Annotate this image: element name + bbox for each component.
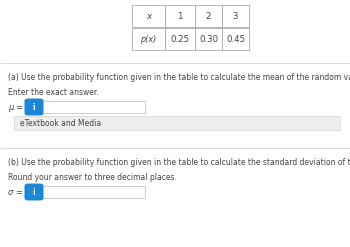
Text: i: i bbox=[33, 187, 35, 197]
Text: μ =: μ = bbox=[8, 103, 26, 112]
FancyBboxPatch shape bbox=[25, 184, 43, 201]
Bar bbox=[165, 5, 195, 27]
Text: Enter the exact answer.: Enter the exact answer. bbox=[8, 88, 99, 97]
Bar bbox=[41, 186, 145, 198]
Text: 2: 2 bbox=[206, 12, 211, 21]
Bar bbox=[132, 5, 165, 27]
Text: (a) Use the probability function given in the table to calculate the mean of the: (a) Use the probability function given i… bbox=[8, 73, 350, 82]
Text: i: i bbox=[33, 103, 35, 111]
Text: σ =: σ = bbox=[8, 188, 26, 197]
Text: (b) Use the probability function given in the table to calculate the standard de: (b) Use the probability function given i… bbox=[8, 158, 350, 167]
Text: Round your answer to three decimal places.: Round your answer to three decimal place… bbox=[8, 173, 177, 182]
Bar bbox=[41, 101, 145, 113]
Text: 1: 1 bbox=[177, 12, 183, 21]
Text: 3: 3 bbox=[233, 12, 238, 21]
Text: x: x bbox=[146, 12, 151, 21]
Bar bbox=[195, 5, 222, 27]
Text: 0.45: 0.45 bbox=[226, 35, 245, 43]
Bar bbox=[222, 5, 249, 27]
FancyBboxPatch shape bbox=[25, 99, 43, 115]
Text: eTextbook and Media: eTextbook and Media bbox=[20, 119, 101, 127]
Text: 0.25: 0.25 bbox=[170, 35, 190, 43]
Text: p(x): p(x) bbox=[140, 35, 156, 43]
Bar bbox=[222, 28, 249, 50]
Bar bbox=[132, 28, 165, 50]
Bar bbox=[195, 28, 222, 50]
Text: 0.30: 0.30 bbox=[199, 35, 218, 43]
Bar bbox=[14, 116, 340, 130]
Bar bbox=[165, 28, 195, 50]
